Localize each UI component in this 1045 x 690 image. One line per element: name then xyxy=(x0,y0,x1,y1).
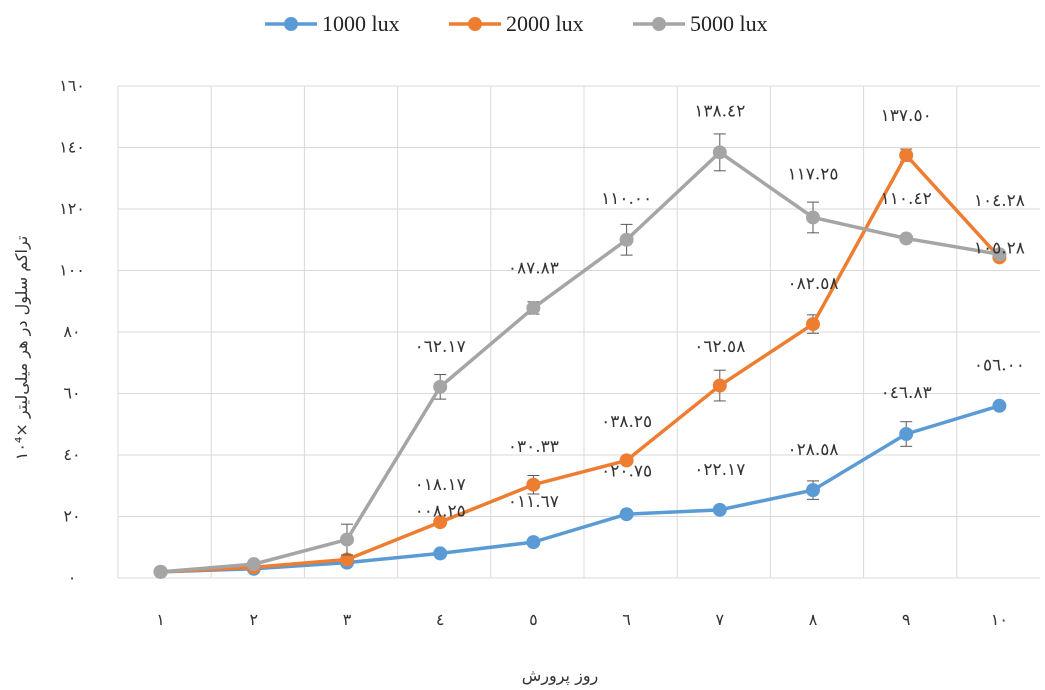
x-tick-label: ٨ xyxy=(809,610,818,629)
y-tick-label: ٢٠ xyxy=(63,507,80,526)
data-label: ٠٣٠.٣٣ xyxy=(508,437,559,457)
data-label: ١٠٤.٢٨ xyxy=(974,191,1025,211)
legend-marker xyxy=(652,17,666,31)
x-axis: ١ ٢ ٣ ٤ ٥ ٦ ٧ ٨ ٩ ١٠ xyxy=(156,610,1008,629)
data-label: ٠٢٨.٥٨ xyxy=(787,440,838,460)
data-label: ١٠٥.٢٨ xyxy=(974,238,1025,258)
x-tick-label: ١٠ xyxy=(991,610,1008,629)
data-point xyxy=(619,507,634,522)
data-point xyxy=(433,515,448,530)
data-label: ٠٥٦.٠٠ xyxy=(974,355,1025,375)
data-label: ٠٤٦.٨٣ xyxy=(881,383,932,403)
y-tick-label: ٤٠ xyxy=(63,445,80,464)
data-point xyxy=(526,300,541,315)
data-point xyxy=(526,535,541,550)
y-tick-label: ٦٠ xyxy=(63,384,80,403)
series-line xyxy=(160,153,1001,574)
data-point xyxy=(619,453,634,468)
data-point xyxy=(340,532,354,547)
series-line xyxy=(160,404,1000,574)
data-label: ٠٦٢.٥٨ xyxy=(694,337,745,357)
data-label: ٠١٨.١٧ xyxy=(415,475,466,495)
data-point xyxy=(712,145,727,160)
data-label: ٠٢٠.٧٥ xyxy=(601,461,652,481)
data-label: ٠٠٨.٢٥ xyxy=(415,501,466,521)
data-point xyxy=(712,502,727,517)
y-axis-title: تراکم سلول در هر میلی‌لیتر ×۱۰⁴ xyxy=(12,236,32,461)
data-point xyxy=(619,232,634,247)
x-axis-title: روز پرورش xyxy=(522,666,599,686)
y-axis: ٠ ٢٠ ٤٠ ٦٠ ٨٠ ١٠٠ ١٢٠ ١٤٠ ١٦٠ xyxy=(59,76,85,587)
data-point xyxy=(992,398,1007,413)
x-tick-label: ٦ xyxy=(622,610,631,629)
data-point xyxy=(899,231,914,246)
y-tick-label: ٠ xyxy=(68,568,77,587)
data-point xyxy=(712,378,727,393)
data-point xyxy=(153,564,168,579)
data-point xyxy=(806,483,820,498)
data-label: ٠٢٢.١٧ xyxy=(694,460,745,480)
data-label: ١١٧.٢٥ xyxy=(787,165,838,185)
data-label: ١١٠.٤٢ xyxy=(881,189,932,209)
data-point xyxy=(992,247,1007,262)
y-tick-label: ١٢٠ xyxy=(59,199,85,218)
y-tick-label: ١٠٠ xyxy=(59,261,85,280)
series-line xyxy=(160,150,1000,574)
series-1000-lux xyxy=(153,398,1007,579)
data-label: ٠٦٢.١٧ xyxy=(415,337,466,357)
data-point xyxy=(433,546,448,561)
x-tick-label: ١ xyxy=(156,610,165,629)
data-label: ١٣٨.٤٢ xyxy=(694,102,745,122)
data-label: ٠٨٧.٨٣ xyxy=(508,258,559,278)
data-point xyxy=(340,552,354,567)
legend-marker xyxy=(284,17,298,31)
data-point xyxy=(806,317,820,332)
data-point xyxy=(899,426,914,441)
data-label: ٠١١.٦٧ xyxy=(508,492,559,512)
series-group xyxy=(153,133,1007,579)
data-point xyxy=(433,379,448,394)
x-tick-label: ٥ xyxy=(529,610,538,629)
grid xyxy=(117,85,1040,579)
series-2000-lux xyxy=(153,148,1007,579)
data-point xyxy=(526,477,541,492)
data-point xyxy=(899,148,914,163)
data-label: ٠٣٨.٢٥ xyxy=(601,412,652,432)
data-label: ١١٠.٠٠ xyxy=(601,189,652,209)
data-labels: ٠٠٨.٢٥ ٠١٨.١٧ ٠٦٢.١٧ ٠١١.٦٧ ٠٣٠.٣٣ ٠٨٧.٨٣ ٠٢٠.… xyxy=(415,102,1025,522)
data-label: ٠٨٢.٥٨ xyxy=(787,274,838,294)
y-tick-label: ١٦٠ xyxy=(59,76,85,95)
x-tick-label: ٢ xyxy=(250,610,259,629)
legend-label: 1000 lux xyxy=(322,11,400,36)
series-5000-lux xyxy=(153,133,1007,579)
legend-label: 5000 lux xyxy=(690,11,768,36)
x-tick-label: ٩ xyxy=(902,610,911,629)
x-tick-label: ٧ xyxy=(716,610,725,629)
legend-marker xyxy=(468,17,482,31)
data-point xyxy=(806,210,820,225)
data-label: ١٣٧.٥٠ xyxy=(881,106,932,126)
x-tick-label: ٣ xyxy=(343,610,352,629)
x-tick-label: ٤ xyxy=(436,610,445,629)
legend: 1000 lux 2000 lux 5000 lux xyxy=(265,11,768,36)
y-tick-label: ١٤٠ xyxy=(59,138,85,157)
data-point xyxy=(246,557,261,572)
legend-label: 2000 lux xyxy=(506,11,584,36)
y-tick-label: ٨٠ xyxy=(63,322,80,341)
